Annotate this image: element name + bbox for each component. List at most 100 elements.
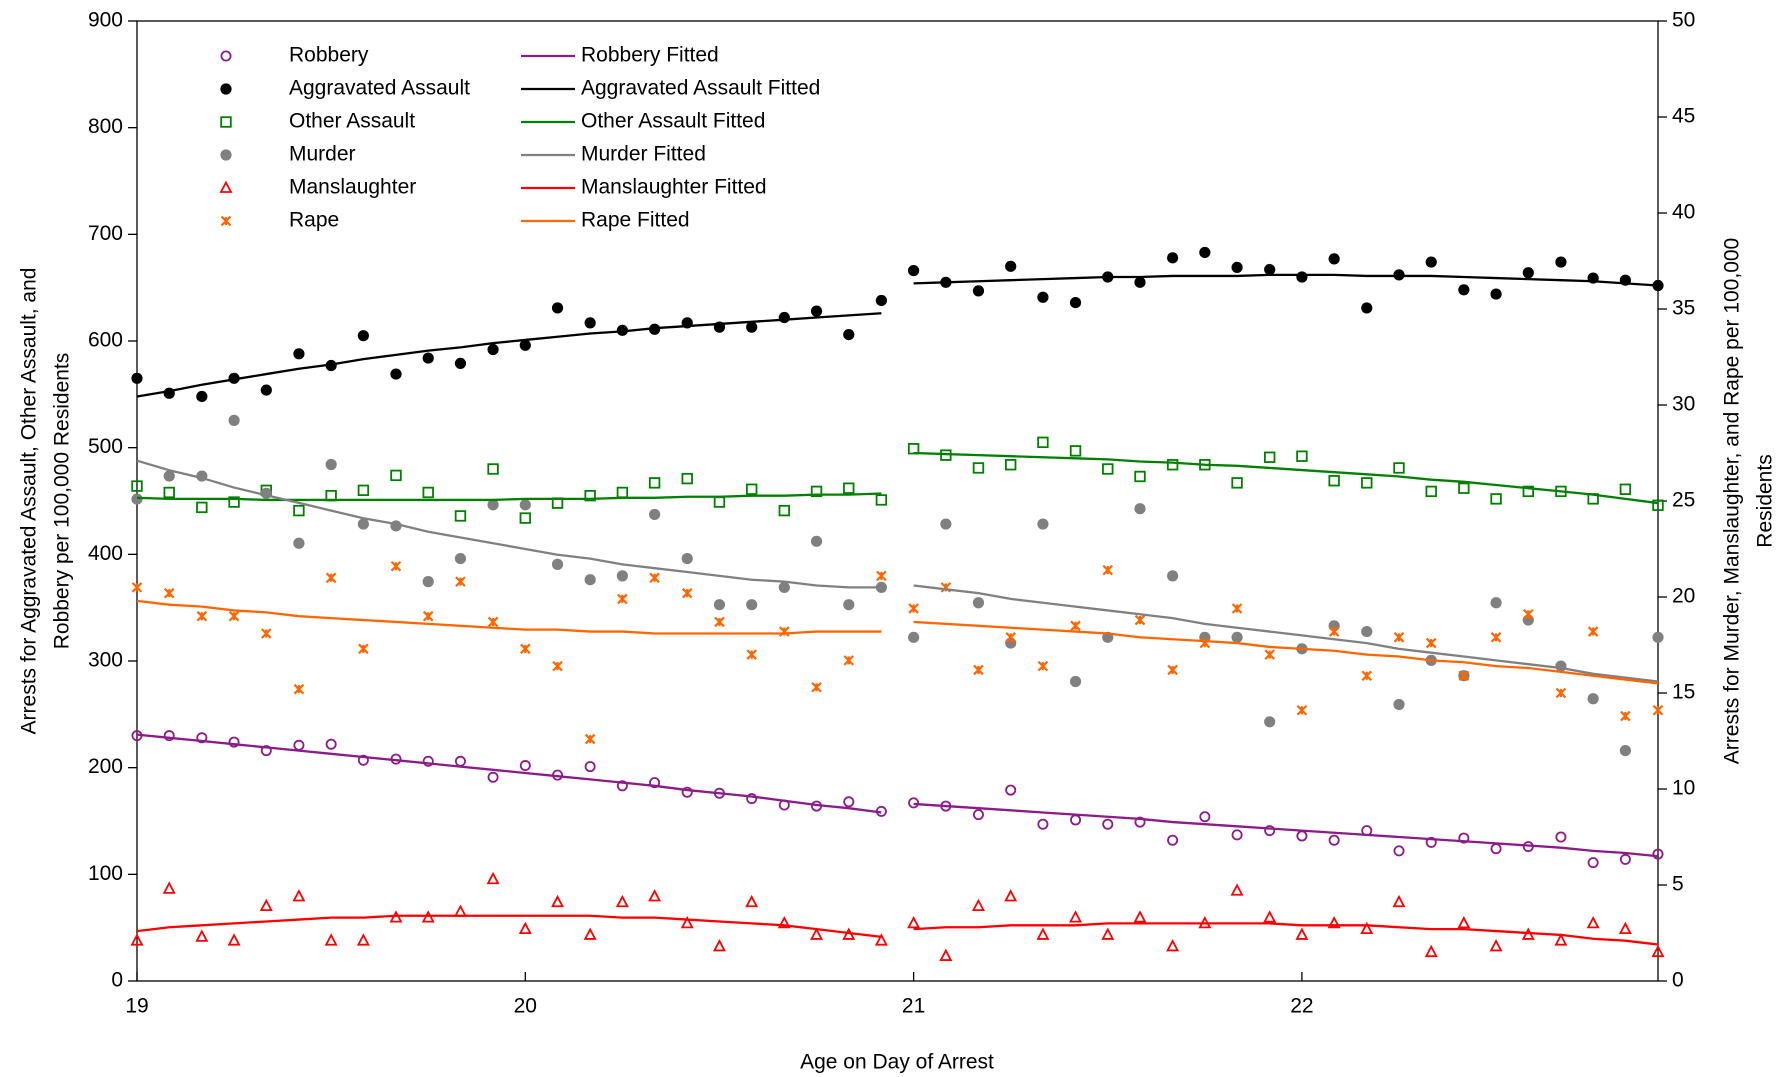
y2-tick-label: 30 <box>1672 393 1695 416</box>
marker <box>584 761 596 773</box>
legend-swatch <box>219 180 233 193</box>
marker <box>810 535 823 547</box>
marker <box>1005 260 1017 272</box>
marker <box>228 736 240 748</box>
marker <box>1102 564 1114 576</box>
marker <box>1296 450 1308 462</box>
marker <box>972 285 985 297</box>
marker <box>1652 848 1664 860</box>
marker <box>227 933 241 946</box>
marker <box>1458 832 1470 844</box>
marker <box>131 582 143 593</box>
marker <box>1296 271 1308 283</box>
marker <box>617 593 628 605</box>
marker <box>1587 693 1599 705</box>
marker <box>1264 263 1276 276</box>
marker <box>325 572 337 584</box>
marker <box>1328 626 1340 637</box>
marker <box>487 616 499 628</box>
marker <box>390 561 402 572</box>
marker <box>1296 830 1308 842</box>
x-tick-label: 19 <box>125 995 148 1018</box>
marker <box>1037 660 1049 672</box>
marker <box>1036 927 1050 940</box>
marker <box>1231 603 1243 614</box>
marker <box>551 558 564 570</box>
marker <box>519 339 531 351</box>
marker <box>1587 626 1599 637</box>
marker <box>487 771 499 783</box>
legend-swatch <box>220 50 232 62</box>
marker <box>487 499 499 511</box>
marker <box>325 458 337 471</box>
marker <box>196 732 208 744</box>
y2-tick-label: 0 <box>1672 969 1684 992</box>
marker <box>584 317 596 329</box>
marker <box>616 780 628 792</box>
marker <box>1393 845 1405 857</box>
marker <box>876 570 887 582</box>
marker <box>357 484 370 497</box>
y-tick-label: 400 <box>88 542 123 565</box>
marker <box>1425 485 1437 498</box>
marker <box>972 462 985 474</box>
legend-label: Manslaughter Fitted <box>581 176 767 199</box>
legend-label: Other Assault <box>289 110 415 133</box>
y2-tick-label: 50 <box>1672 9 1695 32</box>
marker <box>1069 297 1082 309</box>
marker <box>584 489 596 502</box>
legend-label: Murder Fitted <box>581 143 706 166</box>
marker <box>1070 620 1081 632</box>
marker <box>811 681 822 693</box>
marker <box>519 760 531 772</box>
marker <box>745 483 758 495</box>
y2-axis-label: Arrests for Murder, Manslaughter, and Ra… <box>1721 238 1777 764</box>
marker <box>1393 632 1405 643</box>
marker <box>260 745 272 757</box>
legend-swatch <box>220 116 232 128</box>
marker <box>454 553 467 565</box>
legend-label: Aggravated Assault <box>289 77 470 100</box>
marker <box>746 793 758 805</box>
marker <box>163 730 175 742</box>
marker <box>843 655 855 666</box>
marker <box>1037 436 1049 449</box>
marker <box>1264 716 1276 728</box>
marker <box>1069 445 1082 457</box>
y-tick-label: 600 <box>88 329 123 352</box>
marker <box>130 933 144 946</box>
marker <box>583 927 597 940</box>
marker <box>681 786 693 798</box>
marker <box>973 664 984 676</box>
marker <box>293 504 305 517</box>
marker <box>680 915 694 929</box>
marker <box>649 777 661 789</box>
marker <box>292 889 306 902</box>
marker <box>616 570 628 582</box>
marker <box>1037 291 1049 303</box>
marker <box>971 898 985 912</box>
marker <box>1425 637 1437 649</box>
fitted-line <box>136 914 882 938</box>
marker <box>421 910 435 923</box>
marker <box>454 755 466 767</box>
marker <box>422 610 434 622</box>
marker <box>681 553 693 565</box>
marker <box>454 357 467 369</box>
marker <box>357 754 369 766</box>
marker <box>1199 246 1211 259</box>
marker <box>422 576 434 588</box>
x-tick-label: 21 <box>902 995 925 1018</box>
marker <box>163 470 175 482</box>
marker <box>1425 256 1437 268</box>
marker <box>1231 477 1243 489</box>
marker <box>1490 843 1502 855</box>
marker <box>551 894 565 908</box>
marker <box>1392 894 1406 908</box>
marker <box>259 898 273 912</box>
marker <box>228 610 240 622</box>
marker <box>1554 933 1568 946</box>
marker <box>810 927 824 940</box>
marker <box>843 796 855 808</box>
marker <box>196 501 208 514</box>
